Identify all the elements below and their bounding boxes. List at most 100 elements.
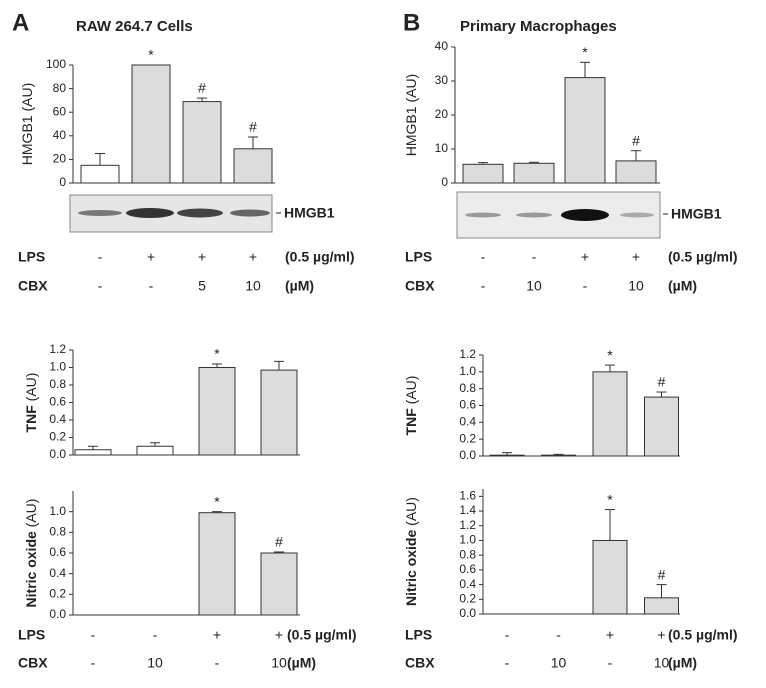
treatment-cell: - [556,627,561,643]
significance-mark: # [198,80,206,96]
y-tick-label: 1.2 [459,518,476,532]
significance-mark: * [582,44,588,60]
y-axis-label: HMGB1 (AU) [403,74,419,156]
treatment-unit: (0.5 µg/ml) [668,249,738,265]
y-axis-label-text: (AU) [403,497,419,526]
y-tick-label: 1.4 [459,503,476,517]
treatment-cell: + [249,249,257,265]
y-axis-label-text: (AU) [23,373,39,402]
treatment-cell: - [91,627,96,643]
y-tick-label: 0.0 [459,606,476,620]
panel-title: RAW 264.7 Cells [76,18,193,35]
y-axis-label-bold: TNF [403,408,419,436]
treatment-name: CBX [405,278,435,294]
panel-letter: A [12,9,29,36]
y-tick-label: 0.6 [49,395,66,409]
y-tick-label: 1.0 [49,360,66,374]
y-tick-label: 80 [53,81,67,95]
treatment-name: LPS [405,249,432,265]
y-tick-label: 0.2 [49,430,66,444]
treatment-cell: - [481,278,486,294]
bar [615,160,657,184]
treatment-name: LPS [18,627,45,643]
treatment-cell: + [213,627,221,643]
bar [564,77,606,184]
treatment-cell: 10 [628,278,644,294]
significance-mark: * [607,491,613,507]
bar [260,369,298,456]
y-tick-label: 0.2 [49,587,66,601]
y-tick-label: 1.2 [459,347,476,361]
treatment-unit: (0.5 µg/ml) [668,627,738,643]
y-axis-label-text: HMGB1 (AU) [19,83,35,165]
treatment-cell: - [481,249,486,265]
treatment-cell: + [275,627,283,643]
y-tick-label: 0.6 [49,545,66,559]
y-tick-label: 100 [46,57,66,71]
bar [131,64,171,184]
bar [513,162,555,184]
y-axis-label-bold: TNF [23,405,39,433]
y-tick-label: 1.2 [49,342,66,356]
y-axis-label: Nitric oxide (AU) [403,497,419,606]
treatment-name: CBX [18,655,48,671]
treatment-cell: 10 [526,278,542,294]
y-tick-label: 40 [53,128,67,142]
significance-mark: * [607,347,613,363]
treatment-cell: 5 [198,278,206,294]
treatment-name: CBX [18,278,48,294]
treatment-name: LPS [18,249,45,265]
treatment-cell: - [98,249,103,265]
blot-label: HMGB1 [671,206,722,222]
treatment-cell: - [532,249,537,265]
y-tick-label: 60 [53,104,67,118]
treatment-unit: (µM) [668,278,697,294]
treatment-cell: - [91,655,96,671]
treatment-unit: (0.5 µg/ml) [287,627,357,643]
significance-mark: * [214,346,220,362]
y-axis-label-bold: Nitric oxide [23,531,39,607]
y-tick-label: 0.2 [459,591,476,605]
y-axis-label-text: (AU) [23,499,39,528]
significance-mark: # [632,132,640,148]
treatment-cell: - [149,278,154,294]
treatment-unit: (µM) [285,278,314,294]
significance-mark: # [658,566,666,582]
y-tick-label: 0 [441,175,448,189]
y-tick-label: 0.0 [49,607,66,621]
bar [198,512,236,616]
y-axis-label: HMGB1 (AU) [19,83,35,165]
y-axis-label: Nitric oxide (AU) [23,499,39,608]
bar [136,445,174,456]
y-tick-label: 1.6 [459,489,476,503]
treatment-cell: + [657,627,665,643]
blot-label: HMGB1 [284,205,335,221]
y-tick-label: 0.0 [459,448,476,462]
y-tick-label: 0.8 [459,547,476,561]
y-tick-label: 30 [435,73,449,87]
bar [74,449,112,456]
bar [198,367,236,456]
bar [260,552,298,616]
bar [462,163,504,184]
treatment-cell: - [608,655,613,671]
western-blot [69,194,281,233]
treatment-cell: + [581,249,589,265]
y-tick-label: 10 [435,141,449,155]
bar [233,148,273,184]
treatment-cell: - [153,627,158,643]
treatment-unit: (µM) [668,655,697,671]
treatment-cell: + [198,249,206,265]
y-tick-label: 0.6 [459,398,476,412]
y-tick-label: 0.4 [49,412,66,426]
y-axis-label: TNF (AU) [403,376,419,436]
bar [644,597,679,615]
y-tick-label: 0.8 [49,377,66,391]
treatment-cell: 10 [551,655,567,671]
y-axis-label-bold: Nitric oxide [403,530,419,606]
western-blot [456,191,668,239]
y-tick-label: 1.0 [459,533,476,547]
treatment-cell: 10 [654,655,670,671]
treatment-cell: + [632,249,640,265]
